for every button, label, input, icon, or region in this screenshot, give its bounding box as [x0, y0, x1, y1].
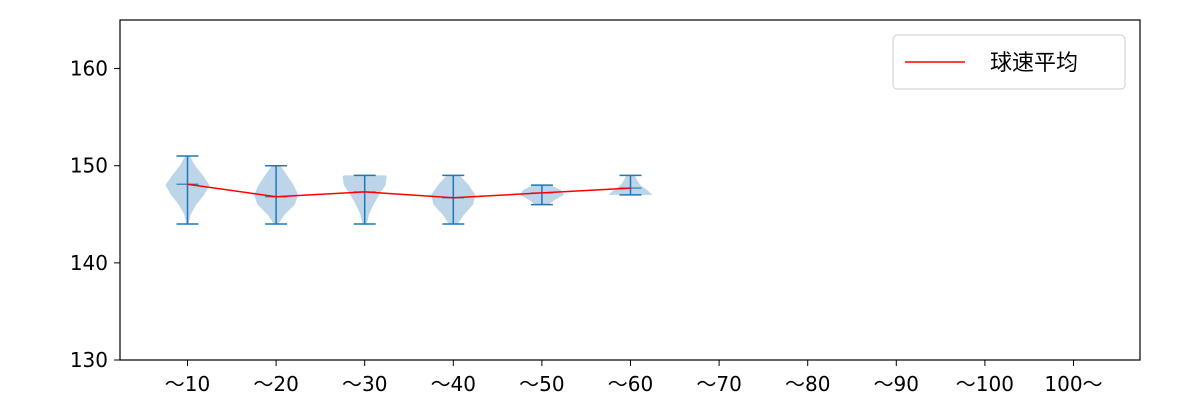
violins-layer [165, 156, 653, 224]
x-tick-label: 〜30 [342, 372, 387, 396]
whiskers-layer [176, 155, 642, 225]
y-tick-label: 140 [70, 251, 108, 275]
x-tick-label: 〜90 [874, 372, 919, 396]
x-tick-label: 〜60 [608, 372, 653, 396]
y-axis: 130 140 150 160 [70, 57, 120, 372]
y-tick-label: 150 [70, 154, 108, 178]
x-tick-label: 100〜 [1044, 372, 1102, 396]
mean-line [187, 183, 631, 199]
y-tick-label: 160 [70, 57, 108, 81]
legend-label-mean: 球速平均 [990, 51, 1078, 76]
y-tick-label: 130 [70, 348, 108, 372]
x-tick-label: 〜70 [696, 372, 741, 396]
x-tick-label: 〜80 [785, 372, 830, 396]
x-tick-label: 〜20 [253, 372, 298, 396]
legend-box [892, 34, 1126, 90]
legend: 球速平均 [892, 34, 1126, 90]
x-tick-label: 〜50 [519, 372, 564, 396]
x-tick-label: 〜40 [431, 372, 476, 396]
x-tick-label: 〜10 [165, 372, 210, 396]
x-axis: 〜10 〜20 〜30 〜40 〜50 〜60 〜70 〜80 〜90 〜100 100〜 [165, 360, 1103, 396]
mean-line-layer [187, 183, 631, 199]
x-tick-label: 〜100 [956, 372, 1014, 396]
